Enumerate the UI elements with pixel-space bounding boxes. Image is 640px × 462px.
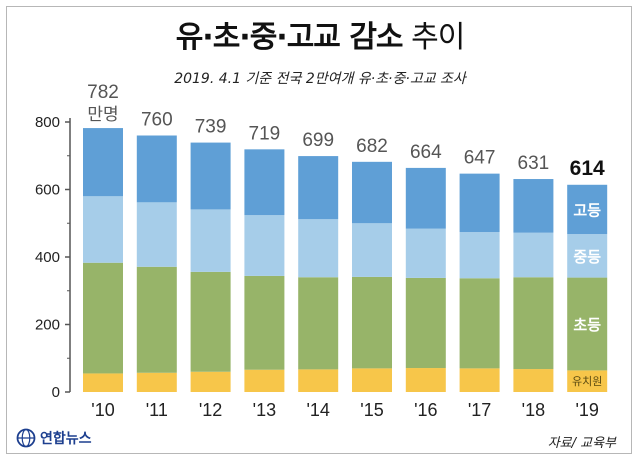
- y-tick-label: 400: [35, 249, 60, 266]
- legend-label-유치원: 유치원: [572, 375, 602, 388]
- bar-segment-고등: [136, 135, 177, 203]
- bar-segment-유치원: [244, 369, 285, 392]
- bar-segment-중등: [567, 234, 608, 278]
- title-bold: 유·초·중·고교 감소: [175, 20, 404, 55]
- bar-segment-유치원: [513, 369, 554, 392]
- title-normal: 추이: [411, 20, 465, 55]
- bar-segment-초등: [405, 277, 446, 369]
- bar-segment-초등: [136, 266, 177, 373]
- chart-subtitle: 2019. 4.1 기준 전국 2만여개 유·초·중·고교 조사: [174, 71, 466, 87]
- y-tick-label: 0: [52, 384, 60, 401]
- bar-segment-고등: [298, 156, 339, 220]
- y-tick-label: 800: [35, 114, 60, 131]
- bar-segment-유치원: [567, 370, 608, 392]
- x-tick-label: '18: [522, 400, 545, 420]
- total-label: 647: [464, 148, 496, 169]
- bar-segment-중등: [405, 228, 446, 278]
- bar-segment-중등: [83, 196, 123, 263]
- total-label: 631: [518, 153, 550, 174]
- bar-segment-고등: [352, 161, 392, 224]
- x-tick-label: '10: [91, 400, 114, 420]
- bar-segment-초등: [190, 271, 231, 372]
- bar-segment-고등: [459, 173, 500, 233]
- bar-segment-유치원: [83, 373, 123, 392]
- total-label: 614: [570, 157, 605, 180]
- total-label: 682: [356, 136, 388, 157]
- bar-segment-고등: [567, 184, 608, 235]
- logo-text: 연합뉴스: [40, 431, 92, 447]
- y-tick-label: 600: [35, 182, 60, 199]
- x-tick-label: '12: [199, 400, 222, 420]
- legend-label-초등: 초등: [573, 316, 601, 334]
- bar-segment-초등: [459, 278, 500, 369]
- bar-segment-초등: [298, 277, 339, 370]
- publisher-logo: 연합뉴스: [16, 428, 92, 448]
- bar-segment-고등: [83, 128, 123, 197]
- total-label: 699: [302, 130, 334, 151]
- bar-segment-중등: [459, 232, 500, 279]
- bar-segment-초등: [83, 262, 123, 374]
- bar-segment-중등: [352, 223, 392, 277]
- bar-segment-초등: [352, 276, 392, 369]
- bar-segment-유치원: [136, 372, 177, 392]
- bar-segment-유치원: [405, 368, 446, 392]
- total-unit-label: 만명: [87, 105, 118, 125]
- x-tick-label: '13: [253, 400, 276, 420]
- bar-segment-유치원: [298, 369, 339, 392]
- total-label: 782: [87, 82, 119, 103]
- globe-icon: [16, 428, 36, 448]
- bar-segment-유치원: [190, 371, 231, 392]
- bar-segment-초등: [567, 277, 608, 371]
- bar-segment-고등: [244, 149, 285, 216]
- x-tick-label: '17: [468, 400, 491, 420]
- bar-segment-중등: [298, 219, 339, 278]
- chart-title: 유·초·중·고교 감소 추이: [0, 12, 640, 56]
- x-tick-label: '16: [414, 400, 437, 420]
- source-note: 자료/ 교육부: [547, 436, 616, 451]
- bar-segment-중등: [244, 215, 285, 276]
- bar-segment-초등: [513, 277, 554, 370]
- bar-segment-중등: [136, 202, 177, 267]
- bar-segment-중등: [190, 209, 231, 272]
- x-tick-label: '15: [360, 400, 383, 420]
- x-tick-label: '11: [146, 400, 168, 420]
- x-tick-label: '14: [306, 400, 329, 420]
- total-label: 739: [195, 117, 227, 138]
- bar-segment-고등: [190, 142, 231, 210]
- total-label: 760: [141, 110, 173, 131]
- total-label: 719: [249, 123, 281, 144]
- legend-label-고등: 고등: [573, 201, 601, 219]
- bar-segment-중등: [513, 232, 554, 278]
- bar-segment-고등: [513, 179, 554, 233]
- legend-label-중등: 중등: [573, 248, 601, 266]
- y-tick-label: 200: [35, 317, 60, 334]
- x-tick-label: '19: [575, 400, 598, 420]
- bar-segment-초등: [244, 275, 285, 370]
- total-label: 664: [410, 142, 442, 163]
- bar-segment-유치원: [459, 368, 500, 392]
- bar-segment-고등: [405, 167, 446, 229]
- bar-segment-유치원: [352, 368, 392, 392]
